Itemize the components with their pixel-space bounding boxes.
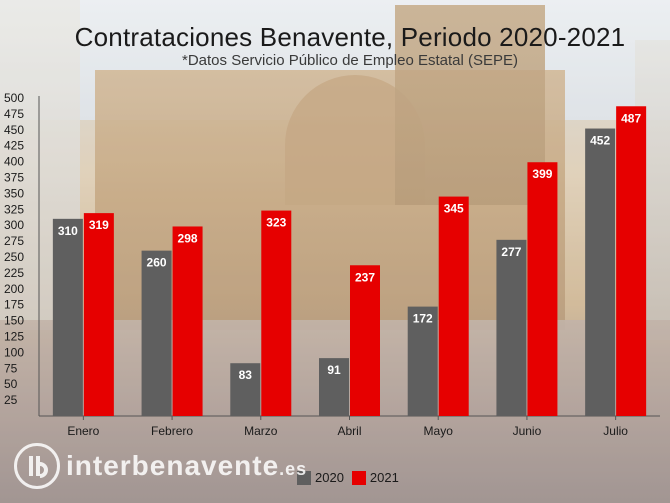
y-tick-label: 375 (4, 171, 24, 185)
bar-2021-junio (527, 162, 558, 416)
bar-2020-mayo (407, 306, 438, 416)
x-tick-label: Julio (603, 424, 628, 438)
data-label: 298 (178, 231, 198, 245)
data-label: 172 (413, 312, 433, 326)
x-tick-label: Marzo (244, 424, 278, 438)
bar-2021-febrero (172, 226, 203, 416)
data-label: 277 (501, 245, 521, 259)
background-church-tower (395, 5, 545, 205)
data-label: 260 (147, 256, 167, 270)
legend-swatch-2021 (351, 470, 366, 485)
y-tick-label: 400 (4, 155, 24, 169)
bar-2020-junio (496, 239, 527, 416)
y-tick-label: 225 (4, 266, 24, 280)
bar-2021-enero (83, 213, 114, 416)
data-label: 319 (89, 218, 109, 232)
bar-2021-abril (350, 265, 380, 416)
data-label: 399 (532, 167, 552, 181)
data-label: 83 (239, 368, 253, 382)
y-tick-label: 100 (4, 345, 24, 359)
ib-logo-icon (14, 443, 60, 489)
y-tick-label: 50 (4, 377, 18, 391)
y-tick-label: 425 (4, 139, 24, 153)
bar-2020-marzo (230, 363, 261, 416)
y-tick-label: 175 (4, 298, 24, 312)
legend-label-2021: 2021 (369, 470, 399, 485)
y-tick-label: 150 (4, 314, 24, 328)
chart-title: Contrataciones Benavente, Periodo 2020-2… (74, 22, 626, 52)
data-label: 487 (621, 111, 641, 125)
chart-legend: 2020 2021 (297, 470, 407, 485)
x-tick-label: Junio (513, 424, 542, 438)
y-tick-label: 500 (4, 91, 24, 105)
legend-swatch-2020 (297, 470, 311, 485)
data-label: 323 (266, 216, 286, 230)
data-label: 310 (58, 224, 78, 238)
y-tick-label: 275 (4, 234, 24, 248)
bar-2021-mayo (438, 196, 469, 416)
data-label: 452 (590, 134, 610, 148)
interbenavente-logo: interbenavente.es (14, 443, 307, 489)
x-tick-label: Abril (337, 424, 361, 438)
y-tick-label: 75 (4, 361, 18, 375)
y-tick-label: 475 (4, 107, 24, 121)
data-label: 91 (327, 363, 341, 377)
x-axis: Enero Febrero Marzo Abril Mayo Junio Julio (39, 415, 660, 438)
y-tick-label: 350 (4, 186, 24, 200)
data-label: 237 (355, 270, 375, 284)
y-tick-label: 450 (4, 123, 24, 137)
logo-wordmark: interbenavente.es (66, 450, 308, 481)
x-tick-label: Enero (67, 424, 99, 438)
y-tick-label: 200 (4, 282, 24, 296)
bar-2020-abril (319, 358, 349, 416)
y-tick-label: 125 (4, 330, 24, 344)
bar-2020-febrero (141, 250, 172, 416)
legend-item-2020: 2020 (297, 470, 344, 485)
x-tick-label: Mayo (424, 424, 454, 438)
data-label: 345 (444, 202, 464, 216)
x-tick-label: Febrero (151, 424, 193, 438)
bar-2021-marzo (261, 210, 292, 416)
y-tick-label: 325 (4, 202, 24, 216)
bar-2020-enero (52, 218, 83, 416)
bar-2021-julio (616, 106, 647, 416)
y-tick-label: 250 (4, 250, 24, 264)
legend-item-2021: 2021 (351, 470, 399, 485)
y-tick-label: 300 (4, 218, 24, 232)
legend-label-2020: 2020 (315, 470, 344, 485)
bar-2020-julio (585, 128, 616, 416)
chart-subtitle: *Datos Servicio Público de Empleo Estata… (182, 52, 518, 69)
y-tick-label: 25 (4, 393, 18, 407)
bar-series: 310 319 260 298 83 323 91 237 172 345 277 399 452 487 (52, 106, 647, 416)
